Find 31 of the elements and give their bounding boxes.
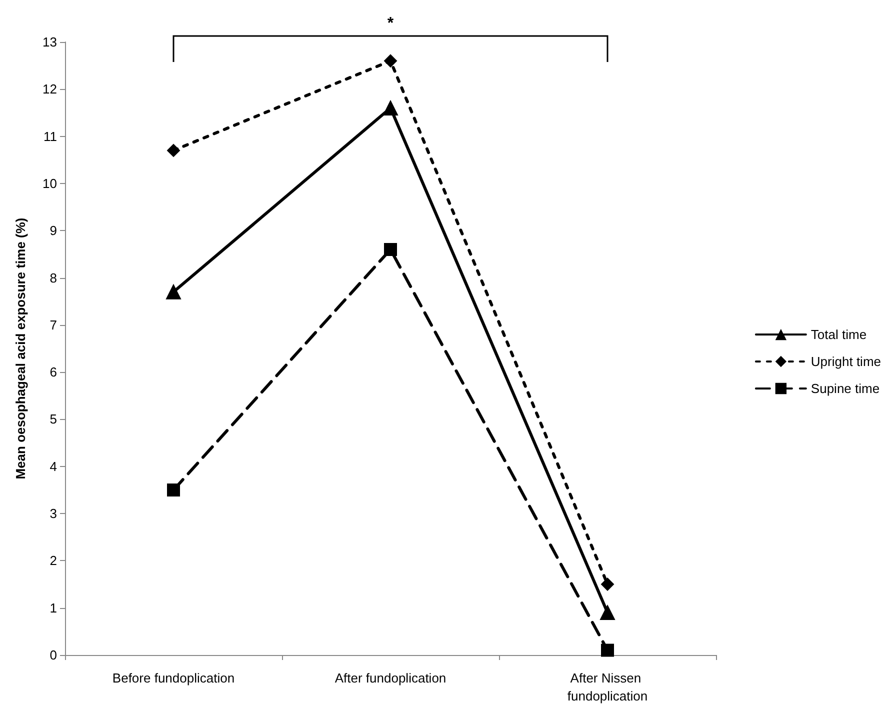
point bbox=[383, 100, 398, 116]
y-axis-title: Mean oesophageal acid exposure time (%) bbox=[13, 218, 28, 480]
point bbox=[384, 242, 397, 256]
y-tick-label: 8 bbox=[50, 270, 57, 286]
legend-label: Supine time bbox=[810, 381, 880, 396]
y-tick-label: 11 bbox=[44, 128, 57, 144]
point bbox=[167, 144, 180, 157]
y-tick-label: 12 bbox=[42, 82, 57, 97]
x-tick-label: Before fundoplication bbox=[112, 670, 235, 686]
y-tick-label: 3 bbox=[50, 506, 57, 522]
point bbox=[601, 578, 614, 591]
point bbox=[601, 644, 614, 657]
y-tick-label: 6 bbox=[50, 364, 57, 380]
y-tick-label: 13 bbox=[42, 34, 57, 50]
legend-label: Total time bbox=[810, 327, 867, 342]
point bbox=[167, 483, 180, 496]
y-tick-label: 10 bbox=[42, 176, 57, 191]
y-tick-label: 9 bbox=[50, 223, 57, 238]
point bbox=[166, 284, 181, 300]
y-tick-label: 1 bbox=[50, 600, 57, 616]
text: * bbox=[387, 15, 394, 32]
x-tick-label: After Nissen fundoplication bbox=[567, 670, 648, 704]
x-tick-label: After fundoplication bbox=[334, 670, 446, 686]
legend-label: Upright time bbox=[810, 354, 881, 369]
y-tick-label: 7 bbox=[50, 317, 57, 332]
y-tick-label: 2 bbox=[50, 553, 57, 568]
point bbox=[384, 54, 397, 68]
y-tick-label: 4 bbox=[50, 458, 57, 474]
y-tick-label: 5 bbox=[50, 412, 57, 427]
point bbox=[600, 605, 615, 620]
y-tick-label: 0 bbox=[50, 648, 57, 662]
